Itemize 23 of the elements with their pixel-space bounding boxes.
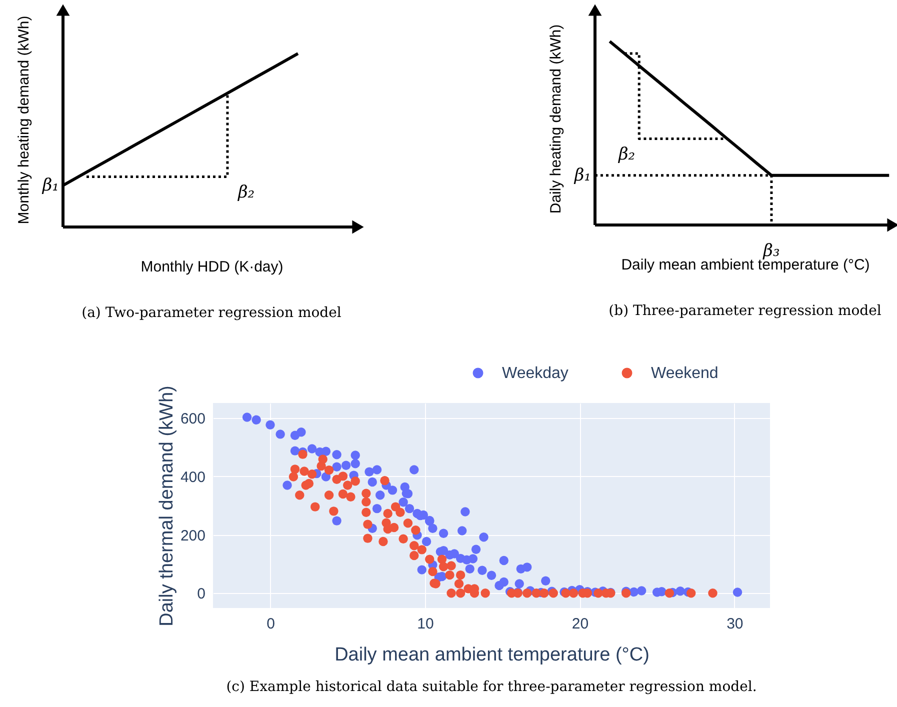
- text: (a) Two-parameter regression model: [82, 305, 342, 321]
- series-label: β₃: [762, 241, 780, 261]
- y-tick-label: 200: [180, 527, 206, 544]
- series-label: β₂: [236, 182, 255, 203]
- y-axis-title: Monthly heating demand (kWh): [16, 16, 32, 224]
- x-tick-label: 30: [726, 616, 744, 632]
- y-axis-title: Daily heating demand (kWh): [548, 24, 564, 214]
- series-label: β₂: [617, 144, 636, 165]
- y-tick-label: 400: [180, 468, 206, 486]
- y-tick-label: 600: [180, 410, 206, 428]
- x-tick-label: 0: [266, 616, 275, 632]
- text: β₁: [573, 165, 591, 186]
- y-tick-label: 0: [197, 586, 206, 603]
- x-axis-title: Daily mean ambient temperature (°C): [334, 644, 650, 666]
- legend-label: Weekday: [502, 365, 568, 382]
- x-tick-label: 10: [417, 616, 434, 632]
- text: (c) Example historical data suitable for three-parameter regression model.: [226, 679, 757, 695]
- annotation: β₁: [41, 175, 59, 196]
- x-axis-title: Monthly HDD (K·day): [140, 258, 284, 276]
- text: (b) Three-parameter regression model: [608, 303, 882, 319]
- x-tick-label: 20: [572, 616, 589, 632]
- y-axis-title: Daily thermal demand (kWh): [156, 386, 178, 626]
- legend-label: Weekend: [651, 365, 718, 382]
